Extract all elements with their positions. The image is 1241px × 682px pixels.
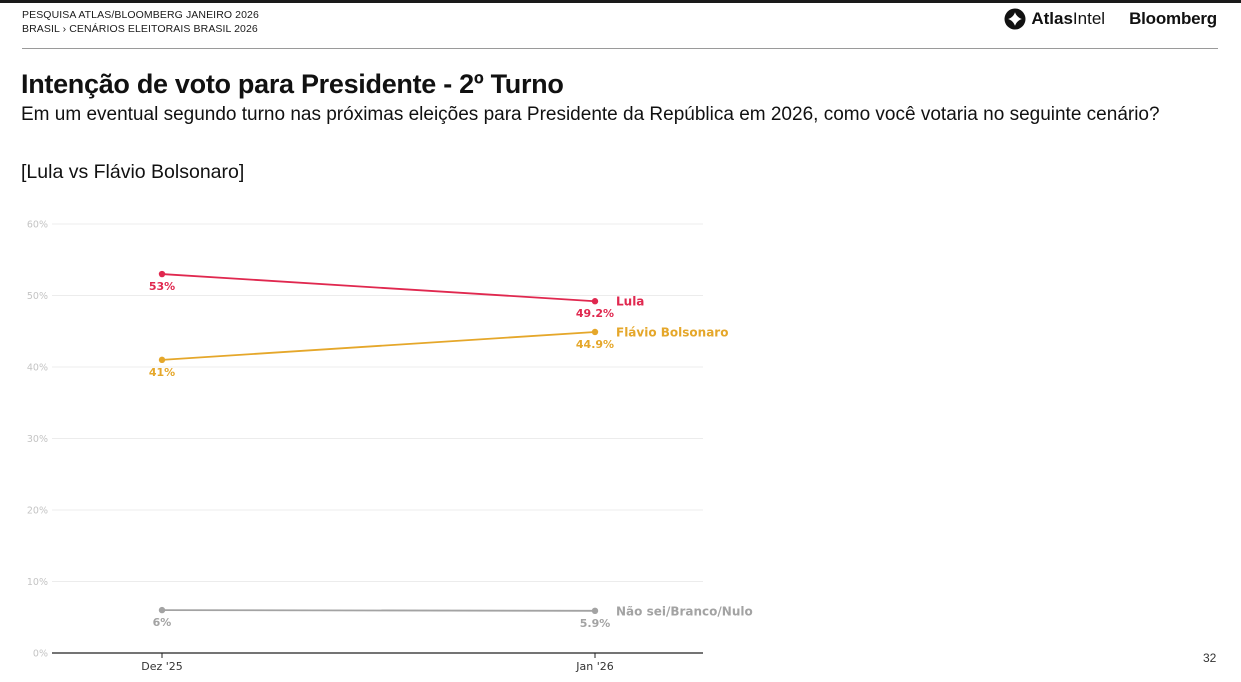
data-label: 6% bbox=[153, 616, 172, 629]
header-divider bbox=[22, 48, 1218, 49]
data-point bbox=[591, 328, 599, 336]
survey-title: PESQUISA ATLAS/BLOOMBERG JANEIRO 2026 bbox=[22, 9, 259, 21]
gridlines bbox=[52, 223, 703, 582]
data-label: 5.9% bbox=[580, 617, 611, 630]
page-number: 32 bbox=[1203, 651, 1217, 665]
scenario-label: [Lula vs Flávio Bolsonaro] bbox=[21, 161, 245, 183]
breadcrumb: BRASIL › CENÁRIOS ELEITORAIS BRASIL 2026 bbox=[22, 23, 258, 35]
atlas-text: Atlas bbox=[1031, 9, 1073, 28]
series-group: 53% 49.2%Lula 41% 44.9%Flávio Bolsonaro 6% 5.… bbox=[149, 270, 753, 630]
data-label: 44.9% bbox=[576, 338, 614, 351]
series-n-o-sei-branco-nulo: 6% 5.9% Não sei/Branco/Nulo bbox=[153, 604, 753, 630]
atlasintel-logo: AtlasIntel bbox=[1004, 8, 1105, 30]
series-fl-vio-bolsonaro: 41% 44.9%Flávio Bolsonaro bbox=[149, 325, 729, 378]
data-label: 49.2% bbox=[576, 307, 614, 320]
y-axis-ticks: 0% 10% 20% 30% 40% 50% 60% bbox=[27, 220, 48, 660]
header-logos: AtlasIntel Bloomberg bbox=[1004, 8, 1217, 30]
y-tick-label: 30% bbox=[27, 434, 48, 445]
series-line bbox=[161, 609, 596, 612]
x-axis: Dez '25 Jan '26 bbox=[52, 652, 703, 673]
intel-text: Intel bbox=[1072, 9, 1106, 28]
y-tick-label: 60% bbox=[27, 220, 48, 231]
y-tick-label: 50% bbox=[27, 291, 48, 302]
series-name-label: Lula bbox=[616, 295, 644, 309]
x-tick-label: Jan '26 bbox=[575, 660, 613, 673]
data-point bbox=[591, 607, 599, 615]
series-name-label: Não sei/Branco/Nulo bbox=[616, 604, 753, 618]
y-tick-label: 40% bbox=[27, 363, 48, 374]
question-text: Em um eventual segundo turno nas próxima… bbox=[21, 104, 1160, 125]
atlasintel-diamond-icon bbox=[1004, 8, 1026, 30]
data-point bbox=[158, 356, 166, 364]
y-tick-label: 0% bbox=[33, 649, 48, 660]
data-label: 53% bbox=[149, 280, 175, 293]
data-point bbox=[158, 606, 166, 614]
bloomberg-logo: Bloomberg bbox=[1129, 9, 1217, 28]
series-line bbox=[161, 331, 596, 361]
data-point bbox=[591, 298, 599, 305]
y-tick-label: 10% bbox=[27, 577, 48, 588]
y-tick-label: 20% bbox=[27, 506, 48, 517]
line-chart: 0% 10% 20% 30% 40% 50% 60% Dez '25 Jan '26 53% 4… bbox=[27, 220, 753, 674]
series-name-label: Flávio Bolsonaro bbox=[616, 325, 728, 339]
series-line bbox=[161, 273, 596, 303]
page-title: Intenção de voto para Presidente - 2º Tu… bbox=[21, 69, 564, 99]
header-breadcrumb: PESQUISA ATLAS/BLOOMBERG JANEIRO 2026 BR… bbox=[22, 8, 259, 36]
series-lula: 53% 49.2%Lula bbox=[149, 270, 644, 320]
x-tick-label: Dez '25 bbox=[141, 660, 183, 673]
data-label: 41% bbox=[149, 366, 175, 379]
data-point bbox=[158, 270, 166, 278]
top-bar bbox=[0, 0, 1241, 3]
